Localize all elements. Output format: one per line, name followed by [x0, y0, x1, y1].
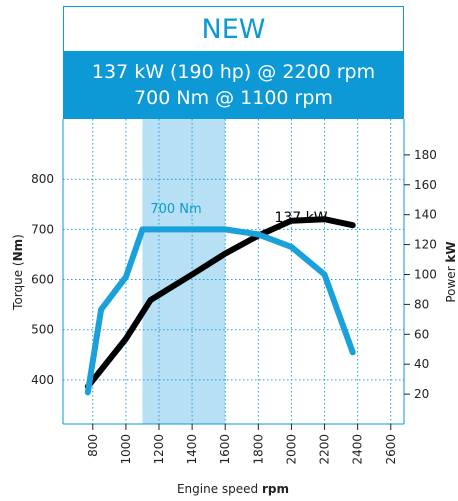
x-tick-label: 2400	[351, 434, 365, 465]
x-tick-label: 1000	[119, 434, 133, 465]
x-axis-label: Engine speed rpm	[177, 482, 289, 496]
y-left-tick-label: 800	[31, 172, 54, 186]
series-label-torque: 700 Nm	[150, 202, 201, 217]
y-right-tick-label: 20	[414, 387, 429, 401]
spec-banner: 137 kW (190 hp) @ 2200 rpm 700 Nm @ 1100…	[63, 51, 404, 119]
y-right-tick-label: 40	[414, 357, 429, 371]
chart-title: NEW	[201, 13, 266, 45]
x-axis-label-text: Engine speed	[177, 482, 258, 496]
y-left-tick-label: 500	[31, 323, 54, 337]
y-left-tick-label: 600	[31, 273, 54, 287]
x-tick-label: 1400	[185, 434, 199, 465]
y-axis-right-label: Power kW	[444, 241, 458, 302]
y-axis-right-label-unit: kW	[444, 241, 458, 262]
x-tick-label: 1200	[152, 434, 166, 465]
torque-spec: 700 Nm @ 1100 rpm	[134, 87, 333, 109]
series-label-power: 137 kW	[274, 210, 327, 226]
y-right-tick-label: 60	[414, 327, 429, 341]
title-box: NEW	[63, 6, 404, 52]
x-tick-label: 1600	[218, 434, 232, 465]
y-right-tick-label: 120	[414, 238, 437, 252]
y-left-tick-label: 700	[31, 222, 54, 236]
x-tick-label: 1800	[251, 434, 265, 465]
x-axis-label-unit: rpm	[262, 482, 289, 496]
y-axis-left-label-suffix: )	[11, 234, 25, 239]
y-axis-right-label-text: Power	[444, 266, 458, 302]
y-right-tick-label: 160	[414, 178, 437, 192]
y-right-tick-label: 100	[414, 267, 437, 281]
x-tick-label: 800	[86, 434, 100, 457]
y-right-tick-label: 80	[414, 297, 429, 311]
x-tick-label: 2600	[384, 434, 398, 465]
highlight-band	[142, 119, 226, 424]
y-right-tick-label: 140	[414, 208, 437, 222]
y-axis-left-label-text: Torque (	[11, 261, 25, 310]
x-tick-label: 2200	[318, 434, 332, 465]
y-axis-left-label: Torque (Nm)	[11, 234, 25, 311]
y-left-tick-label: 400	[31, 373, 54, 387]
power-spec: 137 kW (190 hp) @ 2200 rpm	[91, 61, 376, 83]
x-tick-label: 2000	[284, 434, 298, 465]
y-axis-left-label-unit: Nm	[11, 239, 25, 262]
y-right-tick-label: 180	[414, 148, 437, 162]
